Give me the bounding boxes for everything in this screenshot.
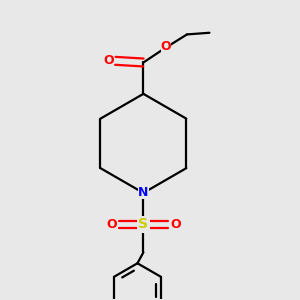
Text: O: O <box>106 218 117 231</box>
Text: S: S <box>138 217 148 231</box>
Text: O: O <box>103 54 114 67</box>
Text: N: N <box>138 186 148 200</box>
Text: O: O <box>170 218 181 231</box>
Text: O: O <box>160 40 171 53</box>
